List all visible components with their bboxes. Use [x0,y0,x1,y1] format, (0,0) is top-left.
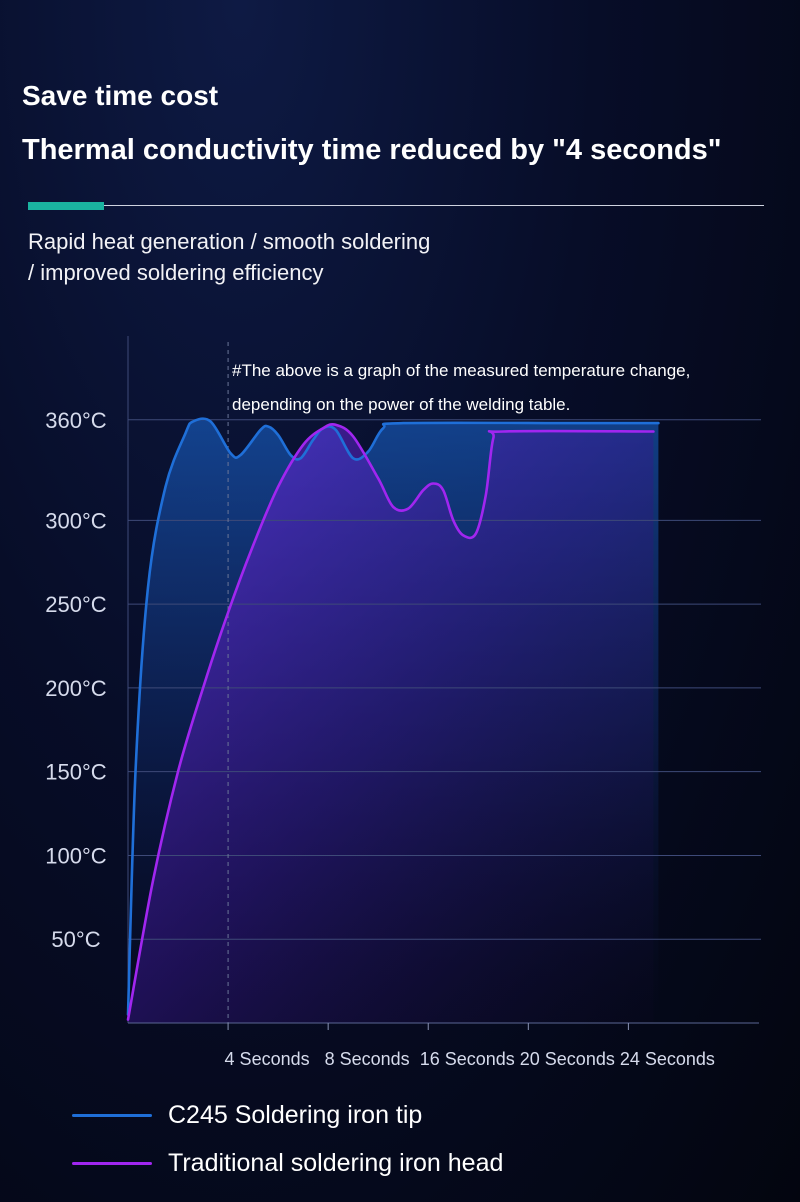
chart-area-fills [128,418,659,1023]
y-tick-label: 150°C [45,760,107,785]
legend-item-traditional: Traditional soldering iron head [72,1149,503,1178]
legend-label-traditional: Traditional soldering iron head [168,1149,504,1177]
x-tick-label: 4 Seconds [225,1049,310,1069]
page-title: Save time cost [22,80,219,111]
y-tick-label: 360°C [45,408,107,433]
legend-label-c245: C245 Soldering iron tip [168,1101,423,1129]
x-tick-label: 8 Seconds [325,1049,410,1069]
accent-divider [28,202,104,210]
y-tick-label: 50°C [51,927,100,952]
legend-item-c245: C245 Soldering iron tip [72,1101,422,1130]
y-tick-label: 300°C [45,508,107,533]
series-traditional-line [126,422,655,1021]
page-headline: Thermal conductivity time reduced by "4 … [22,134,722,166]
x-tick-label: 16 Seconds [420,1049,515,1069]
temperature-chart: 4 Seconds 8 Seconds 16 Seconds 20 Seconds 24… [45,336,761,1069]
y-tick-label: 250°C [45,592,107,617]
legend-swatch-traditional [72,1162,152,1165]
chart-labels: 4 Seconds 8 Seconds 16 Seconds 20 Seconds 24… [45,361,715,1069]
series-c245-line [126,417,660,1016]
chart-grid [127,336,761,1030]
chart-annotation-line-1: #The above is a graph of the measured te… [232,361,690,380]
chart-annotation-line-2: depending on the power of the welding ta… [232,395,570,414]
subtitle-line-2: / improved soldering efficiency [28,260,324,285]
subtitle-line-1: Rapid heat generation / smooth soldering [28,229,431,254]
divider-line [104,205,764,206]
x-tick-label: 20 Seconds [520,1049,615,1069]
chart-lines [126,417,660,1021]
y-tick-label: 200°C [45,676,107,701]
series-traditional-area [128,424,654,1023]
legend-swatch-c245 [72,1114,152,1117]
x-tick-label: 24 Seconds [620,1049,715,1069]
y-tick-label: 100°C [45,843,107,868]
page-subtitle: Rapid heat generation / smooth soldering… [28,226,430,288]
